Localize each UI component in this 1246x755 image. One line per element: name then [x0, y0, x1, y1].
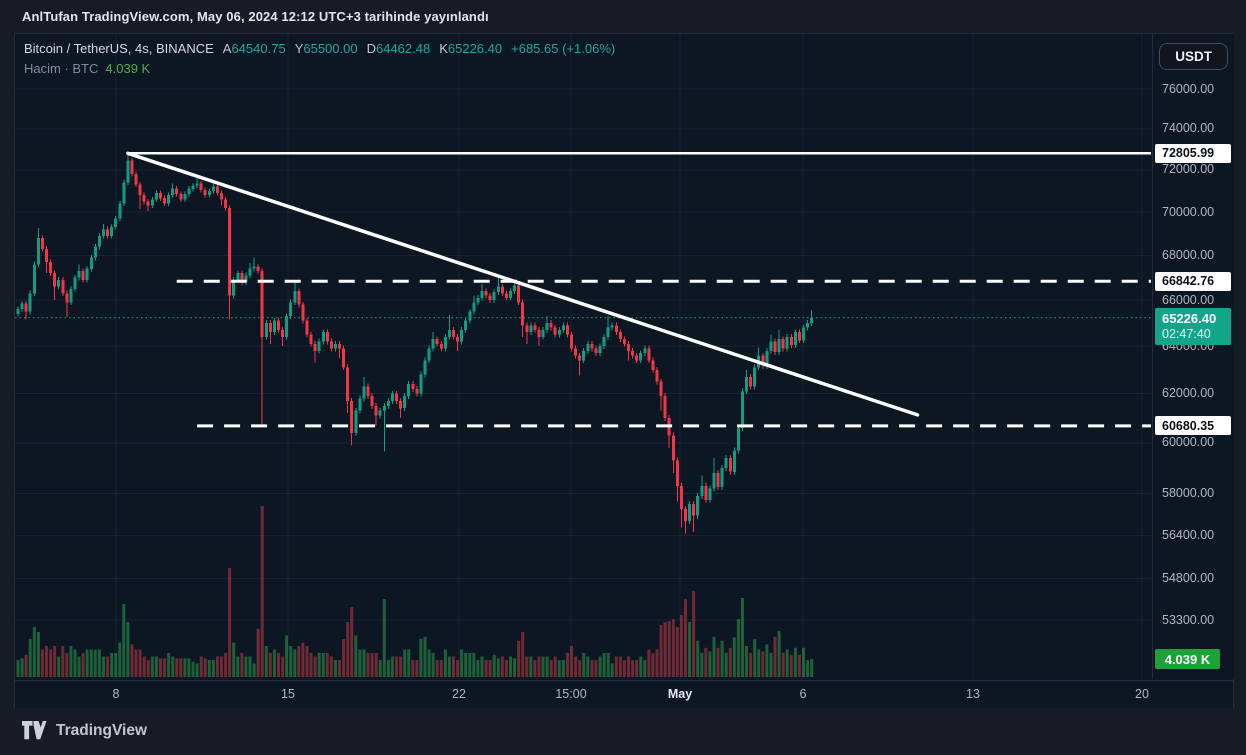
candles [16, 153, 814, 534]
price-level-label: 66842.76 [1155, 271, 1231, 291]
bar-countdown: 02:47:40 [1162, 327, 1211, 342]
current-price-label: 65226.40 02:47:40 [1155, 307, 1231, 345]
price-tick-label: 70000.00 [1162, 204, 1215, 219]
price-tick-label: 56400.00 [1162, 527, 1215, 542]
price-tick-label: 60000.00 [1162, 435, 1215, 450]
price-tick-label: 53300.00 [1162, 612, 1215, 627]
time-tick-label: 13 [966, 687, 980, 701]
tradingview-logo-icon [22, 721, 47, 740]
price-tick-label: 66000.00 [1162, 292, 1215, 307]
price-tick-label: 68000.00 [1162, 247, 1215, 262]
candlestick-chart[interactable] [15, 34, 1151, 679]
volume-value-label: 4.039 K [1155, 649, 1220, 669]
price-tick-label: 62000.00 [1162, 386, 1215, 401]
time-tick-label: 22 [452, 687, 466, 701]
price-tick-label: 54800.00 [1162, 570, 1215, 585]
time-tick-label: 20 [1135, 687, 1149, 701]
tradingview-brand-text: TradingView [56, 721, 148, 739]
tradingview-logo-link[interactable]: TradingView [22, 721, 147, 740]
price-tick-label: 72000.00 [1162, 162, 1215, 177]
time-tick-label: 8 [112, 687, 120, 701]
currency-toggle-button[interactable]: USDT [1159, 43, 1228, 70]
current-price-value: 65226.40 [1162, 311, 1217, 327]
time-tick-label: 15 [281, 687, 295, 701]
price-tick-label: 58000.00 [1162, 486, 1215, 501]
chart-plot-area[interactable] [15, 34, 1151, 679]
publish-info-bar: AnlTufan TradingView.com, May 06, 2024 1… [0, 0, 1246, 33]
volume-bars [16, 506, 814, 678]
price-level-label: 72805.99 [1155, 143, 1231, 163]
price-grid [15, 34, 1151, 679]
chart-frame: Bitcoin / TetherUS, 4s, BINANCE A 64540.75… [14, 33, 1234, 708]
descending-trendline [126, 151, 920, 417]
price-axis[interactable]: 76000.00 74000.00 72000.00 70000.00 68000.00… [1152, 34, 1234, 679]
drawing-lines [15, 151, 1151, 428]
time-tick-label: May [667, 687, 693, 701]
time-axis[interactable]: 8 15 22 15:00 May 6 13 20 [15, 680, 1233, 708]
time-tick-label: 15:00 [555, 687, 587, 701]
price-tick-label: 74000.00 [1162, 121, 1215, 136]
price-tick-label: 76000.00 [1162, 81, 1215, 96]
publish-info-text: AnlTufan TradingView.com, May 06, 2024 1… [22, 9, 489, 24]
footer: TradingView [0, 706, 1246, 755]
time-tick-label: 6 [799, 687, 807, 701]
price-level-label: 60680.35 [1155, 416, 1231, 436]
